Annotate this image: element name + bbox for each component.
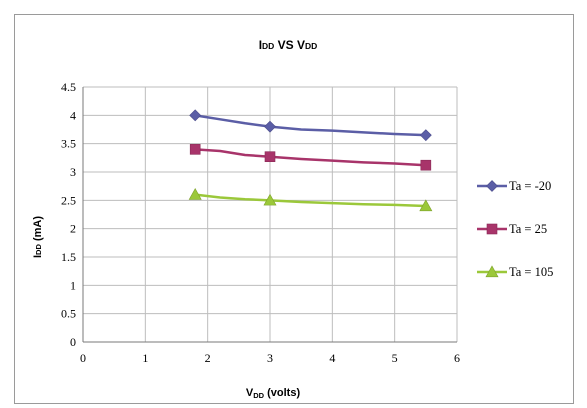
title-part-2: DD	[262, 41, 274, 51]
legend: Ta = -20 Ta = 25 Ta = 105	[477, 179, 553, 279]
data-point-marker	[264, 151, 276, 162]
title-part-3: VS V	[274, 38, 305, 52]
series-2	[189, 144, 432, 171]
x-tick-label: 3	[267, 351, 273, 365]
y-tick-label: 2.5	[61, 193, 76, 207]
title-part-4: DD	[305, 41, 317, 51]
x-tick-label: 0	[80, 351, 86, 365]
y-axis-title: IDD (mA)	[32, 216, 44, 258]
y-axis-title-part-3: (mA)	[32, 216, 44, 244]
data-point-marker	[419, 199, 433, 212]
y-tick-label: 1.5	[61, 250, 76, 264]
x-axis-title-part-1: V	[246, 387, 254, 399]
series-1	[189, 109, 432, 142]
series-line	[195, 148, 426, 167]
x-tick-label: 2	[205, 351, 211, 365]
y-tick-label: 0.5	[61, 307, 76, 321]
legend-item: Ta = -20	[477, 179, 551, 193]
legend-item: Ta = 105	[477, 265, 553, 279]
x-tick-labels: 0 1 2 3 4 5 6	[80, 351, 460, 365]
legend-swatch-marker	[486, 223, 498, 235]
legend-label: Ta = 25	[509, 222, 547, 236]
title-part-1: I	[259, 38, 262, 52]
y-axis-title-part-1: I	[32, 255, 44, 258]
data-point-marker	[419, 129, 432, 142]
data-point-marker	[189, 144, 201, 155]
y-tick-label: 3	[70, 165, 76, 179]
x-axis-title-part-2: DD	[253, 391, 264, 400]
legend-swatch-marker	[486, 180, 498, 192]
x-tick-label: 5	[392, 351, 398, 365]
data-point-marker	[189, 109, 202, 122]
chart-title: IDD VS VDD	[259, 38, 318, 52]
data-point-marker	[264, 120, 276, 133]
legend-label: Ta = -20	[509, 179, 551, 193]
data-point-marker	[188, 188, 202, 200]
y-axis-title-part-2: DD	[34, 244, 43, 255]
x-tick-label: 1	[142, 351, 148, 365]
x-tick-label: 4	[329, 351, 335, 365]
y-tick-label: 3.5	[61, 137, 76, 151]
legend-item: Ta = 25	[477, 222, 547, 236]
y-tick-labels: 0 0.5 1 1.5 2 2.5 3 3.5 4 4.5	[61, 80, 76, 349]
x-axis-title-part-3: (volts)	[264, 387, 300, 399]
data-point-marker	[420, 159, 432, 171]
x-axis-title: VDD (volts)	[246, 387, 301, 400]
series-line	[195, 193, 426, 208]
y-tick-label: 4	[70, 108, 76, 122]
y-tick-label: 2	[70, 222, 76, 236]
legend-swatch-marker	[485, 265, 499, 278]
y-tick-label: 1	[70, 278, 76, 292]
y-tick-label: 0	[70, 335, 76, 349]
series-layer	[188, 109, 433, 212]
y-tick-label: 4.5	[61, 80, 76, 94]
series-3	[188, 188, 433, 212]
x-tick-label: 6	[454, 351, 460, 365]
data-point-marker	[263, 193, 277, 206]
legend-label: Ta = 105	[509, 265, 553, 279]
series-line	[195, 114, 426, 137]
